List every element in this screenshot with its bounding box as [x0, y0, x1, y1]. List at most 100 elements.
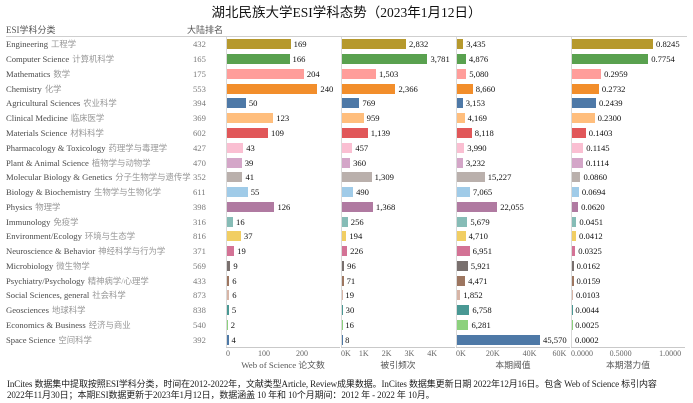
bar — [457, 83, 473, 94]
bar-value-label: 2 — [230, 319, 236, 330]
bar — [227, 83, 318, 94]
bar — [457, 68, 467, 79]
bar-value-label: 0.1114 — [585, 157, 609, 168]
category-label-zh: 生物学与生物化学 — [93, 188, 161, 198]
bar-value-label: 166 — [292, 54, 306, 65]
bar — [227, 172, 243, 183]
bar-cell: 0.0325 — [571, 243, 685, 259]
bar — [572, 83, 599, 94]
table-row: Immunology 免疫学 316 16 256 5,679 0.0451 — [6, 214, 687, 229]
bar-cell: 1,139 — [341, 125, 455, 141]
rank-value: 611 — [193, 187, 206, 198]
rank-value: 165 — [193, 54, 206, 65]
bar — [227, 246, 235, 257]
bar — [457, 275, 466, 286]
category-label-zh: 物理学 — [35, 202, 61, 212]
category-label-zh: 空间科学 — [58, 335, 92, 345]
bar — [457, 260, 468, 271]
bar-cell: 43 — [226, 140, 340, 156]
bar — [227, 127, 269, 138]
bar — [457, 201, 498, 212]
bar — [457, 157, 463, 168]
bar — [342, 231, 347, 242]
bar-cell: 0.2959 — [571, 66, 685, 82]
category-label-en: Agricultural Sciences — [6, 98, 81, 109]
axis-tick-label: 0.0000 — [571, 349, 593, 358]
table-row: Microbiology 微生物学 569 9 96 5,921 0.0162 — [6, 258, 687, 274]
bar-value-label: 4,710 — [468, 231, 488, 242]
axis-title-column: 本期潜力值 — [571, 359, 685, 372]
bar-cell: 0.1114 — [571, 155, 685, 170]
bar-cell: 8,660 — [456, 81, 570, 97]
table-row: Chemistry 化学 553 240 2,366 8,660 0.2732 — [6, 81, 687, 97]
axis-tick-strip: 0 100 200 — [226, 347, 340, 359]
bar — [342, 246, 348, 257]
bar-value-label: 126 — [277, 201, 291, 212]
bar-value-label: 7,065 — [472, 187, 493, 198]
chart-rows: Engineering 工程学 432 169 2,832 3,435 0.8245 Comp… — [6, 37, 687, 348]
bar-value-label: 5,921 — [470, 260, 491, 271]
bar — [227, 319, 228, 330]
bar-value-label: 96 — [347, 260, 356, 271]
bar-cell: 1,368 — [341, 199, 455, 215]
bar — [457, 98, 463, 109]
bar-value-label: 194 — [349, 231, 363, 242]
bar-cell: 37 — [226, 228, 340, 244]
category-label-zh: 化学 — [44, 84, 62, 94]
rank-value: 540 — [193, 319, 206, 330]
bar-cell: 3,781 — [341, 51, 455, 67]
bar — [227, 68, 304, 79]
axis-title-column: 被引频次 — [341, 359, 455, 372]
bar-cell: 19 — [341, 288, 455, 303]
category-label-en: Mathematics — [6, 68, 51, 79]
column-headers: ESI学科分类 大陆排名 — [6, 22, 687, 37]
bar-cell: 2,366 — [341, 81, 455, 97]
bar-cell: 3,232 — [456, 155, 570, 170]
bar — [457, 305, 470, 316]
bar — [572, 113, 595, 124]
table-row: Plant & Animal Science 植物学与动物学 470 39 360 3,2… — [6, 155, 687, 170]
rank-value: 553 — [193, 83, 206, 94]
axis-tick-label: 0K — [456, 349, 466, 358]
bar-cell: 16 — [341, 317, 455, 333]
bar-cell: 55 — [226, 184, 340, 200]
footnote-line2: 2022年11月30日；本期ESI数据更新于2023年1月12日，数据涵盖 10… — [7, 389, 435, 400]
bar-cell: 0.0044 — [571, 302, 685, 318]
bar-value-label: 169 — [293, 39, 307, 50]
bar-cell: 204 — [226, 66, 340, 82]
bar-value-label: 1,368 — [375, 201, 396, 212]
category-label: Engineering 工程学 — [6, 38, 187, 50]
bar — [572, 260, 574, 271]
bar — [342, 98, 360, 109]
category-label: Neuroscience & Behavior 神经科学与行为学 — [6, 245, 187, 257]
axis-spacer — [6, 347, 226, 359]
bar — [227, 231, 241, 242]
rank-value: 392 — [193, 334, 206, 345]
category-label-en: Physics — [6, 201, 33, 212]
category-label-en: Geosciences — [6, 305, 49, 316]
bar — [227, 187, 248, 198]
table-row: Clinical Medicine 临床医学 369 123 959 4,169 0.230… — [6, 110, 687, 126]
bar-value-label: 15,227 — [487, 172, 512, 183]
bar — [457, 216, 468, 227]
bar-cell: 360 — [341, 155, 455, 170]
bar — [457, 54, 466, 65]
bar-cell: 0.0002 — [571, 332, 685, 348]
bar — [457, 290, 461, 301]
axis-spacer — [6, 359, 226, 372]
category-label-en: Environment/Ecology — [6, 231, 82, 242]
bar-value-label: 43 — [246, 142, 255, 153]
category-label-en: Space Science — [6, 334, 56, 345]
bar-value-label: 30 — [345, 305, 355, 316]
category-label: Chemistry 化学 — [6, 83, 187, 95]
bar-value-label: 0.0025 — [575, 319, 599, 330]
bar-cell: 39 — [226, 155, 340, 170]
bar — [572, 290, 573, 301]
axis-tick-label: 0K — [341, 349, 351, 358]
bar-value-label: 5,679 — [470, 216, 490, 227]
axis-tick-label: 1K — [358, 349, 369, 358]
rank-value: 369 — [193, 113, 206, 124]
bar — [227, 157, 242, 168]
bar-value-label: 490 — [356, 187, 369, 198]
bar — [342, 305, 343, 316]
